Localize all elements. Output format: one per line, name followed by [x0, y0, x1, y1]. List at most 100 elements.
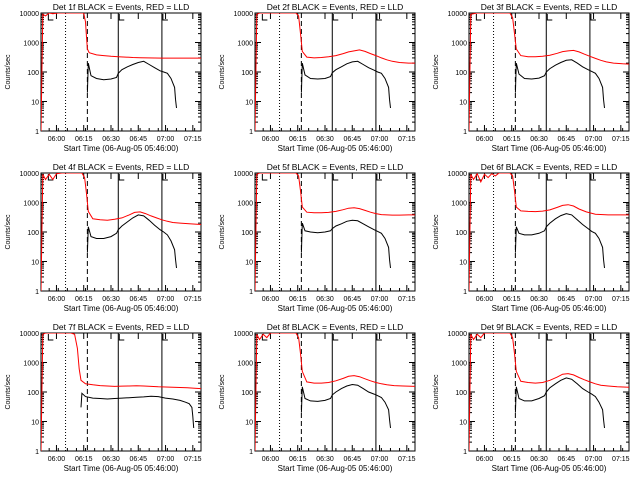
lld-series-line	[255, 13, 415, 131]
x-axis-label: Start Time (06-Aug-05 05:46:00)	[64, 464, 179, 473]
events-series-line	[514, 213, 605, 269]
x-axis-label: Start Time (06-Aug-05 05:46:00)	[278, 144, 393, 153]
y-tick-label: 10000	[20, 171, 40, 178]
y-tick-label: 100	[455, 70, 467, 77]
lld-series-line	[255, 173, 415, 291]
corner-marker-s	[261, 174, 268, 181]
x-tick-label: 06:00	[476, 136, 494, 143]
x-tick-label: 06:00	[262, 136, 280, 143]
x-tick-label: 06:45	[558, 136, 576, 143]
y-tick-label: 1000	[23, 41, 39, 48]
y-tick-label: 1	[463, 449, 467, 456]
x-tick-label: 06:45	[558, 456, 576, 463]
events-series-line	[514, 59, 605, 109]
corner-marker-s	[47, 14, 54, 21]
y-axis-label: Counts/sec	[219, 54, 226, 90]
corner-marker-l	[590, 334, 596, 341]
y-tick-label: 100	[27, 390, 39, 397]
y-tick-label: 100	[455, 230, 467, 237]
y-tick-label: 10000	[234, 171, 254, 178]
corner-marker-f	[546, 334, 553, 341]
panel-title: Det 2f BLACK = Events, RED = LLD	[267, 2, 404, 12]
events-series-line	[86, 60, 177, 109]
y-tick-label: 1000	[237, 361, 253, 368]
corner-marker-s	[47, 334, 54, 341]
corner-marker-f	[118, 334, 125, 341]
y-tick-label: 10	[245, 260, 253, 267]
detector-panel: Det 1f BLACK = Events, RED = LLD Start Ti…	[5, 2, 202, 153]
x-tick-label: 07:00	[371, 136, 389, 143]
x-axis-label: Start Time (06-Aug-05 05:46:00)	[492, 144, 607, 153]
x-tick-label: 07:15	[184, 296, 202, 303]
x-axis-label: Start Time (06-Aug-05 05:46:00)	[492, 304, 607, 313]
x-tick-label: 07:15	[612, 456, 630, 463]
y-tick-label: 100	[455, 390, 467, 397]
y-tick-label: 10000	[234, 331, 254, 338]
x-tick-label: 06:30	[102, 456, 120, 463]
x-tick-label: 06:00	[476, 456, 494, 463]
x-axis-label: Start Time (06-Aug-05 05:46:00)	[64, 304, 179, 313]
detector-panel: Det 5f BLACK = Events, RED = LLD Start Ti…	[219, 162, 416, 313]
x-tick-label: 06:30	[530, 296, 548, 303]
y-tick-label: 10	[459, 260, 467, 267]
x-tick-label: 06:45	[130, 456, 148, 463]
corner-marker-f	[546, 174, 553, 181]
x-tick-label: 06:45	[130, 296, 148, 303]
x-tick-label: 06:00	[48, 296, 66, 303]
x-tick-label: 07:00	[157, 296, 175, 303]
lld-series-line	[41, 333, 201, 451]
panel-title: Det 9f BLACK = Events, RED = LLD	[481, 322, 618, 332]
y-tick-label: 1	[249, 449, 253, 456]
panel-title: Det 7f BLACK = Events, RED = LLD	[53, 322, 190, 332]
y-axis-label: Counts/sec	[433, 374, 440, 410]
corner-marker-l	[162, 334, 168, 341]
y-tick-label: 10	[245, 100, 253, 107]
y-tick-label: 10000	[448, 171, 468, 178]
y-tick-label: 1000	[237, 201, 253, 208]
x-tick-label: 06:15	[289, 136, 307, 143]
x-tick-label: 06:30	[316, 136, 334, 143]
y-tick-label: 1000	[451, 361, 467, 368]
x-tick-label: 07:15	[398, 136, 416, 143]
x-tick-label: 07:00	[157, 136, 175, 143]
x-tick-label: 07:15	[398, 456, 416, 463]
x-tick-label: 07:00	[585, 136, 603, 143]
events-series-line	[300, 383, 391, 429]
x-tick-label: 07:15	[612, 136, 630, 143]
detector-panel: Det 9f BLACK = Events, RED = LLD Start Ti…	[433, 322, 630, 473]
x-tick-label: 07:00	[585, 296, 603, 303]
corner-marker-l	[590, 174, 596, 181]
y-axis-label: Counts/sec	[433, 54, 440, 90]
x-tick-label: 06:15	[75, 456, 93, 463]
detector-panel: Det 2f BLACK = Events, RED = LLD Start Ti…	[219, 2, 416, 153]
events-series-line	[300, 219, 391, 269]
y-tick-label: 10	[459, 420, 467, 427]
x-tick-label: 07:15	[398, 296, 416, 303]
x-tick-label: 07:15	[184, 136, 202, 143]
x-tick-label: 06:45	[344, 296, 362, 303]
panel-title: Det 1f BLACK = Events, RED = LLD	[53, 2, 190, 12]
detector-panel: Det 7f BLACK = Events, RED = LLD Start Ti…	[5, 322, 202, 473]
panel-title: Det 3f BLACK = Events, RED = LLD	[481, 2, 618, 12]
corner-marker-s	[261, 14, 268, 21]
y-tick-label: 100	[241, 390, 253, 397]
panel-title: Det 6f BLACK = Events, RED = LLD	[481, 162, 618, 172]
x-tick-label: 06:00	[262, 296, 280, 303]
x-tick-label: 06:00	[262, 456, 280, 463]
corner-marker-f	[332, 334, 339, 341]
x-tick-label: 06:45	[558, 296, 576, 303]
panel-title: Det 4f BLACK = Events, RED = LLD	[53, 162, 190, 172]
x-tick-label: 07:00	[371, 296, 389, 303]
y-axis-label: Counts/sec	[5, 214, 12, 250]
x-tick-label: 06:15	[289, 296, 307, 303]
y-tick-label: 100	[27, 70, 39, 77]
x-tick-label: 06:45	[344, 456, 362, 463]
x-tick-label: 06:15	[289, 456, 307, 463]
events-series-line	[514, 377, 605, 429]
x-tick-label: 07:15	[184, 456, 202, 463]
x-tick-label: 06:30	[102, 296, 120, 303]
x-tick-label: 07:00	[585, 456, 603, 463]
corner-marker-f	[118, 14, 125, 21]
y-tick-label: 10	[245, 420, 253, 427]
